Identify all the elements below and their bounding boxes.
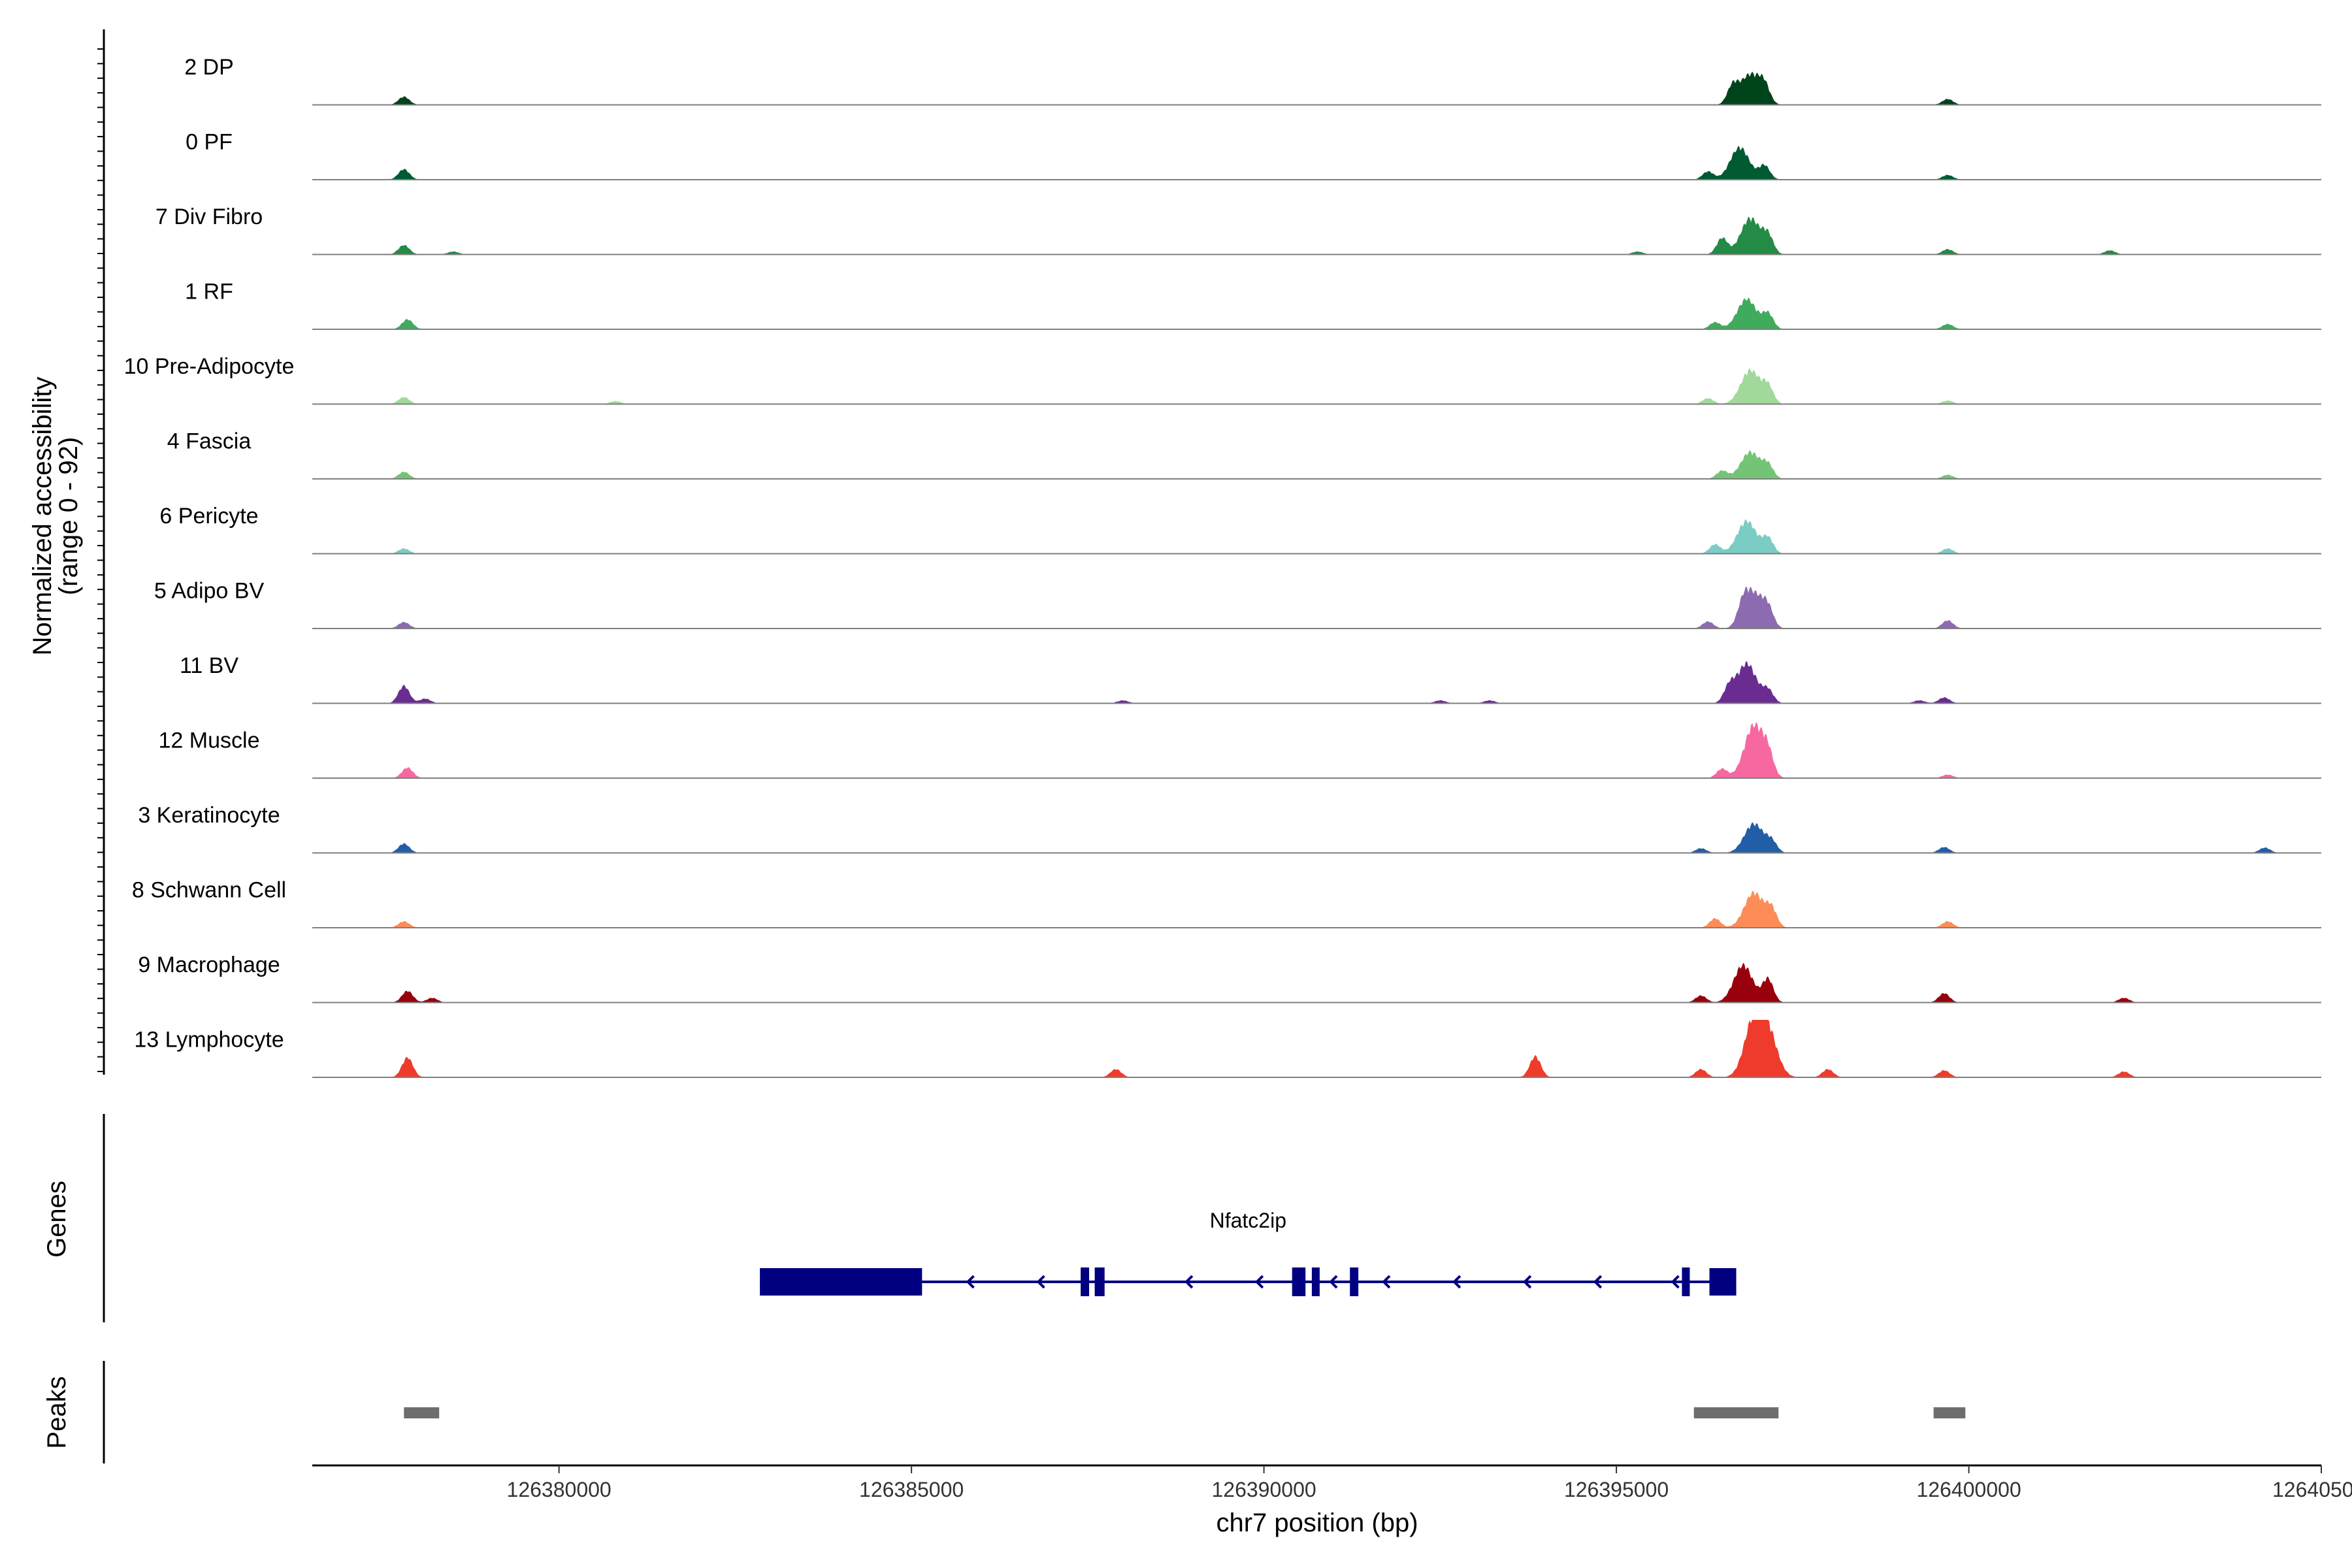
track-7-div-fibro: 7 Div Fibro <box>155 204 2321 255</box>
gene-exon <box>760 1268 923 1296</box>
x-tick-label: 126390000 <box>1211 1478 1316 1501</box>
peaks-panel <box>404 1407 1966 1418</box>
strand-arrow <box>1671 1275 1680 1289</box>
track-11-bv: 11 BV <box>180 653 2321 704</box>
track-label: 6 Pericyte <box>159 504 258 529</box>
genes-title: Genes <box>42 1181 71 1258</box>
track-1-rf: 1 RF <box>185 280 2321 330</box>
coverage-area <box>312 146 2321 180</box>
y-axis-title: Normalized accessibility <box>28 377 57 656</box>
coverage-area <box>312 721 2321 778</box>
gene-exon <box>1682 1267 1690 1296</box>
strand-arrow <box>1593 1275 1603 1289</box>
track-12-muscle: 12 Muscle <box>159 721 2321 779</box>
coverage-area <box>312 368 2321 404</box>
coverage-area <box>312 586 2321 629</box>
track-10-pre-adipocyte: 10 Pre-Adipocyte <box>124 354 2321 405</box>
x-tick-label: 126385000 <box>859 1478 964 1501</box>
strand-arrow <box>1522 1275 1532 1289</box>
track-2-dp: 2 DP <box>184 55 2321 106</box>
gene-exon <box>1350 1267 1359 1296</box>
track-label: 3 Keratinocyte <box>138 803 280 828</box>
coverage-tracks: 2 DP 0 PF 7 Div Fibro 1 RF 10 Pre-Adipocyte 4… <box>124 55 2321 1078</box>
coverage-area <box>312 297 2321 329</box>
gene-name-label: Nfatc2ip <box>1210 1209 1286 1232</box>
strand-arrow <box>1452 1275 1462 1289</box>
gene-exon <box>1709 1268 1737 1296</box>
strand-arrow <box>1329 1275 1338 1289</box>
x-tick-label: 126395000 <box>1564 1478 1669 1501</box>
track-label: 4 Fascia <box>167 429 252 454</box>
x-axis: 126380000 126385000 126390000 126395000 1264… <box>312 1464 2352 1501</box>
coverage-area <box>312 71 2321 105</box>
gene-exon <box>1094 1267 1105 1296</box>
gene-exon <box>1311 1267 1320 1296</box>
peak-region <box>1933 1407 1966 1418</box>
coverage-area <box>312 661 2321 704</box>
peak-region <box>404 1407 440 1418</box>
genes-panel <box>760 1267 1737 1296</box>
track-8-schwann-cell: 8 Schwann Cell <box>132 878 2321 928</box>
gene-exon <box>1292 1267 1306 1296</box>
coverage-area <box>312 519 2321 554</box>
strand-arrow <box>1184 1275 1194 1289</box>
track-0-pf: 0 PF <box>186 130 2321 180</box>
track-6-pericyte: 6 Pericyte <box>159 504 2321 555</box>
track-9-macrophage: 9 Macrophage <box>138 953 2321 1004</box>
coverage-area <box>312 822 2321 853</box>
track-3-keratinocyte: 3 Keratinocyte <box>138 803 2321 854</box>
x-axis-title: chr7 position (bp) <box>1216 1509 1418 1537</box>
track-label: 10 Pre-Adipocyte <box>124 354 295 379</box>
track-label: 9 Macrophage <box>138 953 280 977</box>
strand-arrow <box>1254 1275 1264 1289</box>
track-label: 1 RF <box>185 280 233 304</box>
track-label: 11 BV <box>180 653 238 678</box>
x-tick-label: 126380000 <box>507 1478 612 1501</box>
peak-region <box>1693 1407 1779 1418</box>
track-label: 13 Lymphocyte <box>134 1028 284 1053</box>
track-label: 12 Muscle <box>159 728 260 753</box>
coverage-area <box>312 1020 2321 1077</box>
track-5-adipo-bv: 5 Adipo BV <box>154 579 2321 629</box>
coverage-area <box>312 962 2321 1003</box>
y-axis-range: (range 0 - 92) <box>54 437 83 595</box>
accessibility-y-axis <box>97 29 105 1075</box>
strand-arrow <box>1382 1275 1391 1289</box>
gene-exon <box>1081 1267 1089 1296</box>
strand-arrow <box>966 1275 975 1289</box>
track-13-lymphocyte: 13 Lymphocyte <box>134 1020 2321 1078</box>
x-tick-label: 1264050 <box>2272 1478 2352 1501</box>
track-label: 2 DP <box>184 55 234 80</box>
peaks-title: Peaks <box>42 1376 71 1448</box>
track-label: 7 Div Fibro <box>155 204 263 229</box>
coverage-area <box>312 890 2321 928</box>
track-label: 8 Schwann Cell <box>132 878 286 903</box>
track-4-fascia: 4 Fascia <box>167 429 2321 480</box>
x-tick-label: 126400000 <box>1916 1478 2021 1501</box>
track-label: 0 PF <box>186 130 233 155</box>
coverage-area <box>312 450 2321 479</box>
coverage-area <box>312 216 2321 255</box>
track-label: 5 Adipo BV <box>154 579 265 604</box>
strand-arrow <box>1036 1275 1045 1289</box>
